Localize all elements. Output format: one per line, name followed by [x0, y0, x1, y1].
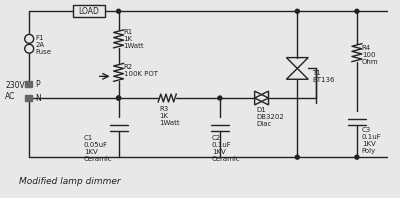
Text: 230V
AC: 230V AC — [5, 81, 25, 101]
Circle shape — [295, 155, 299, 159]
Text: R4
100
Ohm: R4 100 Ohm — [362, 45, 378, 65]
Circle shape — [116, 96, 120, 100]
Text: Modified lamp dimmer: Modified lamp dimmer — [19, 177, 121, 186]
Text: T1
BT136: T1 BT136 — [312, 70, 335, 83]
Circle shape — [295, 9, 299, 13]
Text: R1
1K
1Watt: R1 1K 1Watt — [124, 29, 144, 49]
Circle shape — [116, 9, 120, 13]
Circle shape — [116, 96, 120, 100]
Bar — [25, 95, 32, 101]
Text: LOAD: LOAD — [78, 7, 99, 16]
Text: C1
0.05uF
1KV
Ceramic: C1 0.05uF 1KV Ceramic — [84, 135, 112, 163]
Text: P: P — [35, 80, 40, 89]
Circle shape — [355, 9, 359, 13]
Bar — [25, 81, 32, 87]
Text: D1
DB3202
Diac: D1 DB3202 Diac — [257, 107, 284, 127]
Text: C3
0.1uF
1KV
Poly: C3 0.1uF 1KV Poly — [362, 127, 382, 154]
Bar — [73, 5, 105, 17]
Text: F1
2A
Fuse: F1 2A Fuse — [35, 35, 51, 55]
Circle shape — [218, 96, 222, 100]
Text: R3
1K
1Watt: R3 1K 1Watt — [159, 106, 180, 126]
Circle shape — [355, 155, 359, 159]
Text: N: N — [35, 93, 41, 103]
Text: R2
100K POT: R2 100K POT — [124, 64, 158, 77]
Text: C2
0.1uF
1KV
Ceramic: C2 0.1uF 1KV Ceramic — [212, 135, 241, 163]
